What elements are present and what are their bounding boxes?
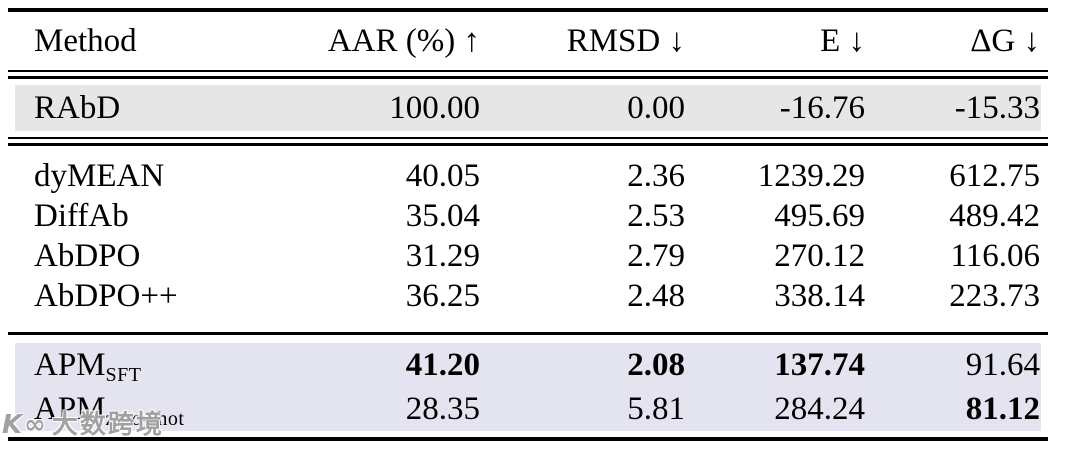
value-cell-rmsd: 2.48 [627,277,685,314]
table-header-row: Method AAR (%) ↑ RMSD ↓ E ↓ ΔG ↓ [8,12,1048,70]
results-table: Method AAR (%) ↑ RMSD ↓ E ↓ ΔG ↓ RAbD 10… [8,8,1048,441]
table-row: APMSFT 41.20 2.08 137.74 91.64 [8,343,1048,387]
method-subscript: zero-shot [105,407,185,430]
value-cell-dg: 612.75 [949,157,1040,194]
method-name: RAbD [34,89,121,126]
method-name: APM [34,390,106,427]
value-cell-dg: 81.12 [965,390,1040,427]
method-name: AbDPO [34,237,141,274]
table-rule-after-header [8,70,1048,79]
value-cell-aar: 36.25 [405,277,480,314]
value-cell-e: 270.12 [774,237,865,274]
value-cell-rmsd: 2.08 [627,346,685,383]
column-header-method: Method [34,22,137,59]
table-rule-after-reference [8,137,1048,146]
value-cell-rmsd: 5.81 [627,390,685,427]
value-cell-e: 338.14 [774,277,865,314]
value-cell-aar: 28.35 [405,390,480,427]
method-cell: APMzero-shot [8,390,233,429]
method-cell: DiffAb [8,197,233,234]
table-row: dyMEAN 40.05 2.36 1239.29 612.75 [8,156,1048,196]
column-header-e: E ↓ [820,22,865,59]
value-cell-rmsd: 0.00 [627,89,685,126]
watermark-text: 大数跨境 [51,410,164,440]
value-cell-aar: 41.20 [405,346,480,383]
table-row: AbDPO 31.29 2.79 270.12 116.06 [8,236,1048,276]
column-header-aar: AAR (%) ↑ [327,22,480,59]
method-name: AbDPO++ [34,277,178,314]
column-header-rmsd: RMSD ↓ [566,22,685,59]
method-subscript: SFT [105,363,142,386]
method-name: DiffAb [34,197,129,234]
value-cell-dg: 91.64 [965,346,1040,383]
value-cell-e: -16.76 [779,89,865,126]
watermark-logo-icon: K∞ [2,410,48,440]
method-name: APM [34,346,106,383]
ours-section: APMSFT 41.20 2.08 137.74 91.64 APMzero-s… [8,343,1048,431]
watermark: K∞ 大数跨境 [2,404,164,441]
value-cell-e: 137.74 [774,346,865,383]
value-cell-e: 284.24 [774,390,865,427]
value-cell-dg: -15.33 [954,89,1040,126]
table-row: RAbD 100.00 0.00 -16.76 -15.33 [8,85,1048,131]
value-cell-rmsd: 2.79 [627,237,685,274]
table-row: DiffAb 35.04 2.53 495.69 489.42 [8,196,1048,236]
baselines-section: dyMEAN 40.05 2.36 1239.29 612.75 DiffAb … [8,146,1048,332]
reference-section: RAbD 100.00 0.00 -16.76 -15.33 [8,85,1048,131]
table-row: APMzero-shot 28.35 5.81 284.24 81.12 [8,387,1048,431]
value-cell-aar: 31.29 [405,237,480,274]
table-row: AbDPO++ 36.25 2.48 338.14 223.73 [8,276,1048,316]
column-header-dg: ΔG ↓ [970,22,1040,59]
table-rule-bottom [8,437,1048,441]
value-cell-e: 1239.29 [757,157,865,194]
value-cell-dg: 489.42 [949,197,1040,234]
method-cell: AbDPO++ [8,277,233,314]
value-cell-dg: 116.06 [950,237,1040,274]
method-cell: APMSFT [8,346,233,385]
method-cell: AbDPO [8,237,233,274]
value-cell-aar: 40.05 [405,157,480,194]
method-cell: RAbD [8,89,233,126]
method-cell: dyMEAN [8,157,233,194]
value-cell-dg: 223.73 [949,277,1040,314]
value-cell-e: 495.69 [774,197,865,234]
value-cell-aar: 35.04 [405,197,480,234]
value-cell-rmsd: 2.53 [627,197,685,234]
table-rule-top [8,8,1048,12]
value-cell-rmsd: 2.36 [627,157,685,194]
table-rule-before-ours [8,332,1048,335]
value-cell-aar: 100.00 [389,89,480,126]
method-name: dyMEAN [34,157,165,194]
